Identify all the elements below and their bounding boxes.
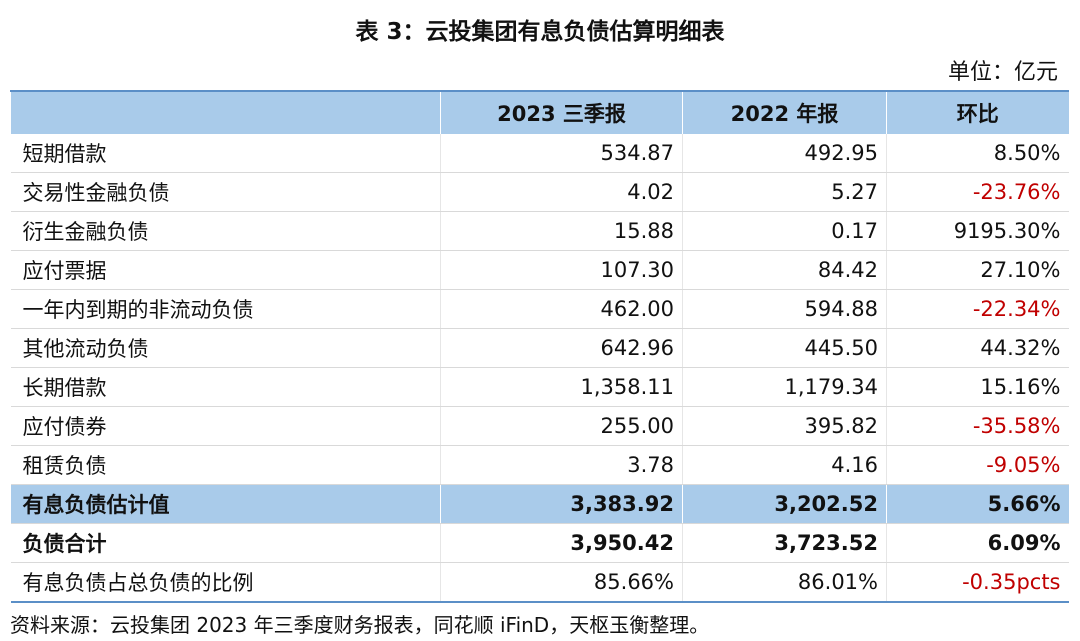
cell: 1,179.34 [682,367,887,407]
cell: 5.66% [886,484,1069,524]
row-label: 负债合计 [10,523,441,563]
cell: 395.82 [682,406,887,446]
table-row: 一年内到期的非流动负债 462.00 594.88 -22.34% [10,289,1069,329]
cell: 85.66% [440,562,683,603]
cell: 642.96 [440,328,683,368]
row-label: 一年内到期的非流动负债 [10,289,441,329]
row-label: 长期借款 [10,367,441,407]
cell: 4.16 [682,445,887,485]
row-label: 应付债券 [10,406,441,446]
source-note: 资料来源：云投集团 2023 年三季度财务报表，同花顺 iFinD，天枢玉衡整理… [10,613,710,637]
cell: 86.01% [682,562,887,603]
unit-label: 单位：亿元 [947,60,1058,85]
row-label: 应付票据 [10,250,441,290]
cell: 594.88 [682,289,887,329]
cell: 3,950.42 [440,523,683,563]
row-label: 有息负债估计值 [10,484,441,524]
table-row: 衍生金融负债 15.88 0.17 9195.30% [10,211,1069,251]
cell: 4.02 [440,172,683,212]
table-row: 负债合计 3,950.42 3,723.52 6.09% [10,523,1069,563]
cell: 15.16% [886,367,1069,407]
cell: 3,202.52 [682,484,887,524]
row-label: 交易性金融负债 [10,172,441,212]
cell: -0.35pcts [886,562,1069,603]
table-row: 有息负债估计值 3,383.92 3,202.52 5.66% [10,484,1069,524]
table-row: 租赁负债 3.78 4.16 -9.05% [10,445,1069,485]
cell: 3,723.52 [682,523,887,563]
cell: 6.09% [886,523,1069,563]
cell: 27.10% [886,250,1069,290]
table-row: 交易性金融负债 4.02 5.27 -23.76% [10,172,1069,212]
cell: 0.17 [682,211,887,251]
cell: 534.87 [440,134,683,173]
column-header: 环比 [886,90,1069,134]
cell: 1,358.11 [440,367,683,407]
cell: 44.32% [886,328,1069,368]
header-row: 2023 三季报 2022 年报 环比 [10,90,1069,134]
cell: 9195.30% [886,211,1069,251]
cell: -9.05% [886,445,1069,485]
cell: 5.27 [682,172,887,212]
cell: 8.50% [886,134,1069,173]
row-label: 短期借款 [10,134,441,173]
column-header: 2022 年报 [682,90,887,134]
cell: 3,383.92 [440,484,683,524]
cell: -23.76% [886,172,1069,212]
cell: -35.58% [886,406,1069,446]
column-header: 2023 三季报 [440,90,683,134]
table-row: 短期借款 534.87 492.95 8.50% [10,134,1069,173]
table: 2023 三季报 2022 年报 环比 短期借款 534.87 492.95 8.50% 交… [10,90,1069,603]
cell: 255.00 [440,406,683,446]
cell: 107.30 [440,250,683,290]
table-row: 应付票据 107.30 84.42 27.10% [10,250,1069,290]
row-label: 租赁负债 [10,445,441,485]
table-row: 应付债券 255.00 395.82 -35.58% [10,406,1069,446]
table-title: 表 3：云投集团有息负债估算明细表 [355,19,725,45]
cell: 462.00 [440,289,683,329]
cell: 445.50 [682,328,887,368]
table-body: 短期借款 534.87 492.95 8.50% 交易性金融负债 4.02 5.27 -23.… [10,134,1069,603]
row-label: 有息负债占总负债的比例 [10,562,441,603]
table-row: 长期借款 1,358.11 1,179.34 15.16% [10,367,1069,407]
cell: 492.95 [682,134,887,173]
row-label: 其他流动负债 [10,328,441,368]
table-row: 有息负债占总负债的比例 85.66% 86.01% -0.35pcts [10,562,1069,603]
column-header [10,90,441,134]
cell: 3.78 [440,445,683,485]
cell: 15.88 [440,211,683,251]
cell: -22.34% [886,289,1069,329]
row-label: 衍生金融负债 [10,211,441,251]
table-row: 其他流动负债 642.96 445.50 44.32% [10,328,1069,368]
cell: 84.42 [682,250,887,290]
